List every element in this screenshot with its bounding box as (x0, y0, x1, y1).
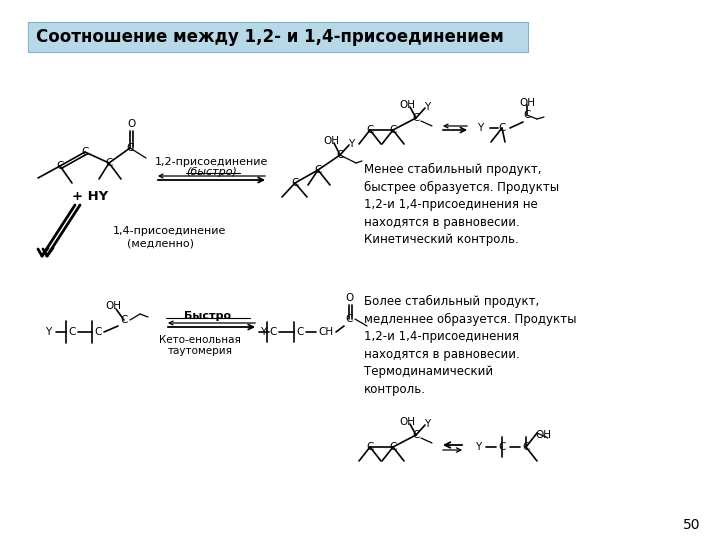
Text: C: C (390, 125, 397, 135)
Text: C: C (413, 113, 420, 123)
Text: O: O (127, 119, 135, 129)
Text: C: C (292, 178, 299, 188)
Text: + HY: + HY (72, 190, 108, 202)
Text: Соотношение между 1,2- и 1,4-присоединением: Соотношение между 1,2- и 1,4-присоединен… (36, 28, 504, 46)
Text: (медленно): (медленно) (127, 238, 194, 248)
Text: 1,2-присоединение: 1,2-присоединение (156, 157, 269, 167)
Text: C: C (56, 161, 63, 171)
Text: C: C (269, 327, 276, 337)
Text: C: C (120, 315, 127, 325)
Text: C: C (68, 327, 76, 337)
Text: OH: OH (535, 430, 551, 440)
Text: C: C (126, 143, 134, 153)
Text: Менее стабильный продукт,
быстрее образуется. Продукты
1,2-и 1,4-присоединения н: Менее стабильный продукт, быстрее образу… (364, 163, 559, 246)
Text: C: C (366, 442, 374, 452)
Text: C: C (81, 147, 89, 157)
Text: OH: OH (399, 100, 415, 110)
Text: (быстро): (быстро) (186, 167, 238, 177)
Text: Y: Y (348, 139, 354, 149)
Text: Y: Y (475, 442, 481, 452)
Text: Кето-енольная: Кето-енольная (159, 335, 241, 345)
Text: OH: OH (399, 417, 415, 427)
Text: CH: CH (318, 327, 333, 337)
Text: OH: OH (519, 98, 535, 108)
Text: Y: Y (45, 327, 51, 337)
Text: O: O (346, 293, 354, 303)
Text: 1,4-присоединение: 1,4-присоединение (113, 226, 227, 236)
Text: C: C (498, 123, 505, 133)
Text: Y: Y (424, 419, 430, 429)
Text: C: C (390, 442, 397, 452)
Text: C: C (94, 327, 102, 337)
Text: Y: Y (260, 327, 266, 337)
Text: C: C (366, 125, 374, 135)
Text: C: C (346, 314, 353, 324)
Text: Y: Y (424, 102, 430, 112)
Text: C: C (498, 442, 505, 452)
Text: OH: OH (323, 136, 339, 146)
Text: таутомерия: таутомерия (168, 346, 233, 356)
Text: Y: Y (477, 123, 483, 133)
Text: C: C (336, 150, 343, 160)
Text: C: C (523, 110, 531, 120)
FancyBboxPatch shape (28, 22, 528, 52)
Text: OH: OH (105, 301, 121, 311)
Text: Более стабильный продукт,
медленнее образуется. Продукты
1,2-и 1,4-присоединения: Более стабильный продукт, медленнее обра… (364, 295, 577, 396)
Text: C: C (105, 158, 113, 168)
Text: C: C (413, 430, 420, 440)
Text: C: C (297, 327, 304, 337)
Text: Быстро: Быстро (184, 311, 232, 321)
Text: C: C (315, 165, 322, 175)
Text: 50: 50 (683, 518, 700, 532)
Text: C: C (522, 442, 530, 452)
